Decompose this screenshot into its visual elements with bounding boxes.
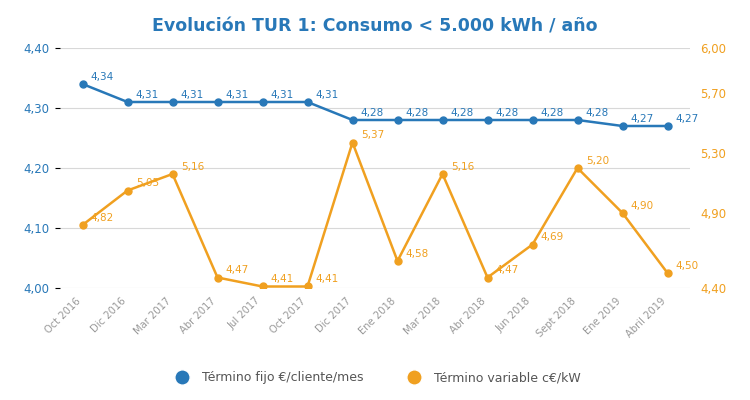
Text: 4,41: 4,41 <box>271 274 294 284</box>
Text: 4,28: 4,28 <box>451 108 474 118</box>
Text: 5,16: 5,16 <box>451 162 474 172</box>
Text: 4,31: 4,31 <box>136 90 159 100</box>
Text: 4,28: 4,28 <box>406 108 429 118</box>
Text: 4,31: 4,31 <box>181 90 204 100</box>
Text: 4,31: 4,31 <box>271 90 294 100</box>
Text: 4,27: 4,27 <box>676 114 699 124</box>
Title: Evolución TUR 1: Consumo < 5.000 kWh / año: Evolución TUR 1: Consumo < 5.000 kWh / a… <box>152 17 598 35</box>
Text: 5,05: 5,05 <box>136 178 159 188</box>
Text: 4,31: 4,31 <box>226 90 249 100</box>
Text: 4,47: 4,47 <box>226 265 249 275</box>
Text: 5,16: 5,16 <box>181 162 204 172</box>
Text: 4,58: 4,58 <box>406 249 429 259</box>
Legend: Término fijo €/cliente/mes, Término variable c€/kW: Término fijo €/cliente/mes, Término vari… <box>165 366 585 389</box>
Text: 4,28: 4,28 <box>586 108 609 118</box>
Text: 4,28: 4,28 <box>496 108 519 118</box>
Text: 4,47: 4,47 <box>496 265 519 275</box>
Text: 4,28: 4,28 <box>361 108 384 118</box>
Text: 4,28: 4,28 <box>541 108 564 118</box>
Text: 4,41: 4,41 <box>316 274 339 284</box>
Text: 4,82: 4,82 <box>91 213 114 223</box>
Text: 4,90: 4,90 <box>631 201 654 211</box>
Text: 4,69: 4,69 <box>541 232 564 242</box>
Text: 5,20: 5,20 <box>586 156 609 166</box>
Text: 4,31: 4,31 <box>316 90 339 100</box>
Text: 4,27: 4,27 <box>631 114 654 124</box>
Text: 4,34: 4,34 <box>91 72 114 82</box>
Text: 5,37: 5,37 <box>361 130 384 140</box>
Text: 4,50: 4,50 <box>676 261 699 271</box>
